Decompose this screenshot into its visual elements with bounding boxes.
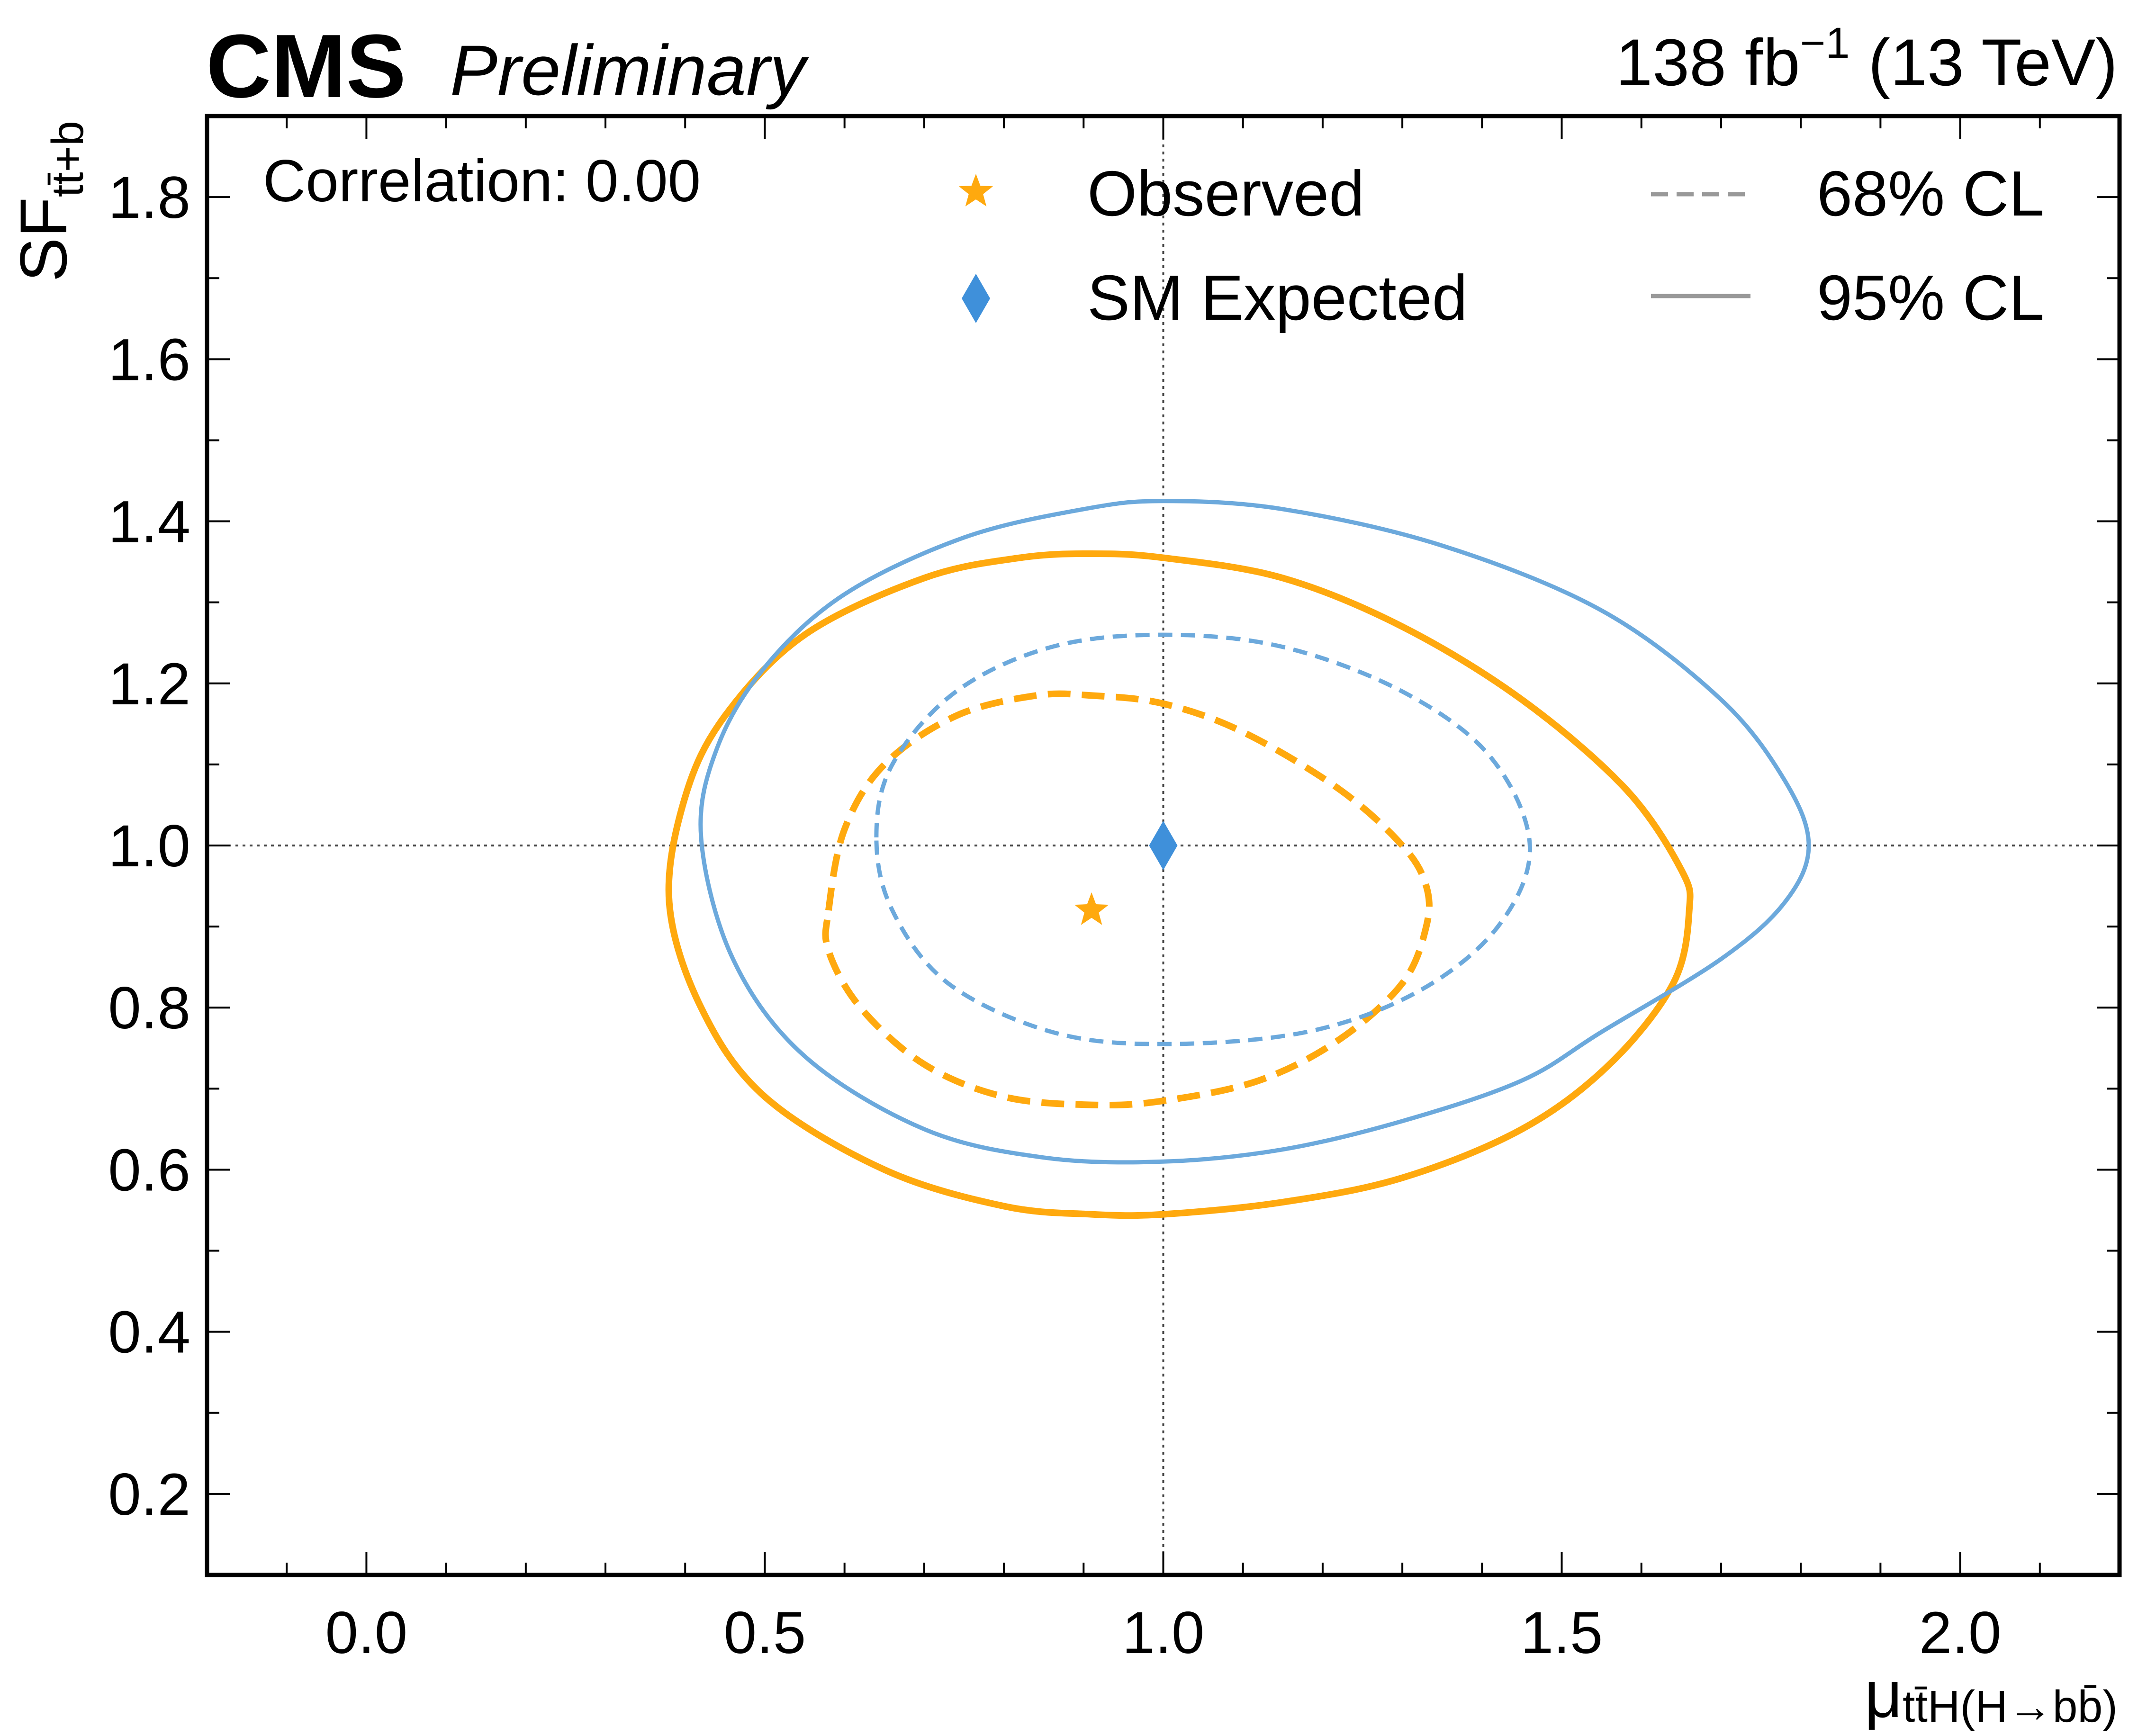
y-tick-label: 0.4 <box>108 1300 190 1366</box>
contour-sm-expected-68-cl <box>874 632 1532 1046</box>
legend-cl68-label: 68% CL <box>1817 158 2044 229</box>
legend-observed-label: Observed <box>1087 158 1364 229</box>
y-tick-label: 1.0 <box>108 813 190 879</box>
x-axis-title: μtt̄H(H→bb̄) <box>1864 1657 2118 1732</box>
y-tick-label: 0.8 <box>108 975 190 1041</box>
y-tick-label: 1.8 <box>108 165 190 231</box>
axes-frame <box>205 114 2122 1577</box>
luminosity-value: 138 fb <box>1615 25 1800 99</box>
x-tick-label: 1.0 <box>1122 1600 1205 1666</box>
legend-star-icon <box>958 174 993 207</box>
x-axis-subscript: tt̄H(H→bb̄) <box>1903 1682 2118 1732</box>
energy-value: (13 TeV) <box>1850 25 2118 99</box>
y-tick-label: 1.6 <box>108 327 190 393</box>
x-tick-label: 2.0 <box>1919 1600 2002 1666</box>
y-tick-label: 0.6 <box>108 1137 190 1203</box>
correlation-annotation: Correlation: 0.00 <box>263 148 701 214</box>
y-tick-label: 1.2 <box>108 651 190 717</box>
contour-observed-95-cl <box>665 550 1694 1219</box>
y-axis-title: SFtt̄+b <box>6 121 93 282</box>
cms-label: CMS <box>206 16 406 117</box>
observed-marker <box>1074 892 1109 925</box>
y-tick-label: 1.4 <box>108 489 190 555</box>
preliminary-label: Preliminary <box>450 30 809 110</box>
y-tick-label: 0.2 <box>108 1462 190 1528</box>
contour-sm-expected-95-cl <box>698 499 1811 1165</box>
luminosity-exponent: −1 <box>1800 19 1850 67</box>
sm-expected-marker <box>1149 821 1178 870</box>
luminosity-label: 138 fb−1 (13 TeV) <box>1615 19 2118 99</box>
x-tick-label: 0.5 <box>724 1600 806 1666</box>
x-tick-label: 1.5 <box>1521 1600 1603 1666</box>
legend-cl95-label: 95% CL <box>1817 262 2044 333</box>
x-tick-label: 0.0 <box>325 1600 408 1666</box>
legend-expected-label: SM Expected <box>1087 262 1468 333</box>
legend: Observed SM Expected 68% CL 95% CL <box>958 158 2044 333</box>
y-axis-symbol: SF <box>6 197 81 282</box>
legend-diamond-icon <box>962 274 990 323</box>
contour-observed-68-cl <box>822 690 1433 1109</box>
x-axis-symbol: μ <box>1864 1657 1903 1731</box>
y-axis-subscript: tt̄+b <box>43 121 93 197</box>
